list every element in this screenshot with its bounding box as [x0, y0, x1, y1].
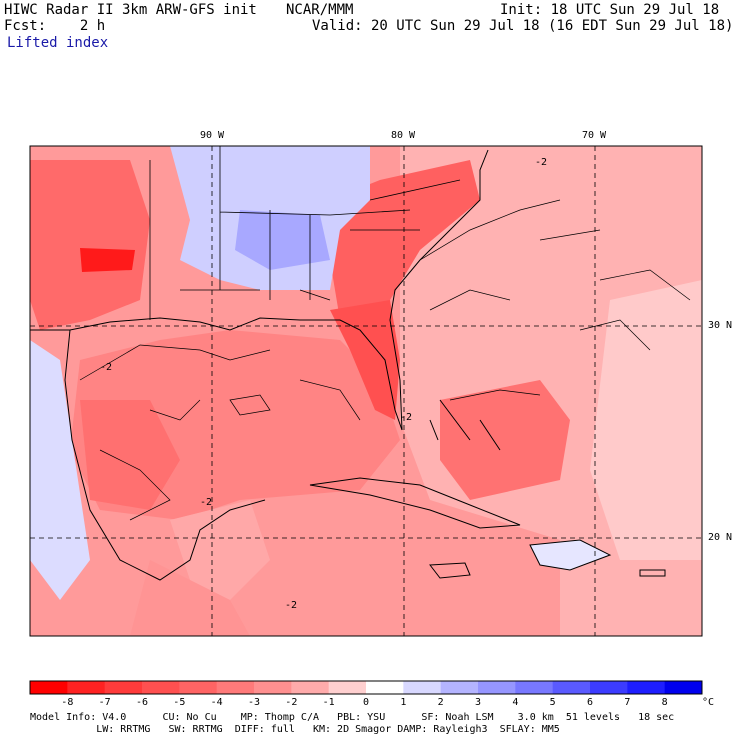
colorbar-swatch — [403, 681, 442, 694]
colorbar-swatch — [590, 681, 628, 694]
stable-core — [235, 210, 330, 270]
contour-line — [79, 344, 361, 521]
florida — [330, 300, 400, 420]
contour-label: -2 — [535, 157, 547, 168]
contour-label: -2 — [400, 412, 412, 423]
colorbar — [30, 681, 703, 694]
colorbar-border — [29, 680, 703, 695]
colorbar-swatch — [142, 681, 180, 694]
colorbar-swatch — [216, 681, 255, 694]
model-info-line1: Model Info: V4.0 CU: No Cu MP: Thomp C/A… — [30, 712, 675, 723]
model-info-line2: LW: RRTMG SW: RRTMG DIFF: full KM: 2D Sm… — [30, 724, 560, 735]
model-title: HIWC Radar II 3km ARW-GFS init — [4, 2, 257, 18]
far-east-light — [590, 280, 702, 560]
colorbar-swatch — [366, 681, 404, 694]
colorbar-tick-label: 5 — [549, 697, 556, 708]
colorbar-swatch — [67, 681, 106, 694]
init-time: Init: 18 UTC Sun 29 Jul 18 — [500, 2, 720, 18]
colorbar-swatch — [440, 681, 479, 694]
colorbar-tick-label: 4 — [512, 697, 519, 708]
hispaniola — [529, 539, 612, 571]
colorbar-swatch — [254, 681, 292, 694]
grid-lon — [211, 146, 596, 636]
jamaica — [429, 562, 471, 579]
forecast-hour: Fcst: 2 h — [4, 18, 106, 34]
colorbar-swatch — [104, 681, 143, 694]
colorbar-swatch — [552, 681, 591, 694]
colorbar-unit: °C — [701, 697, 715, 708]
lon-label-90w: 90 W — [200, 130, 225, 141]
lon-label-80w: 80 W — [391, 130, 416, 141]
contour-label: -2 — [200, 497, 212, 508]
central-america — [130, 560, 250, 636]
valid-time: Valid: 20 UTC Sun 29 Jul 18 (16 EDT Sun … — [312, 18, 734, 34]
contour-line — [419, 199, 691, 401]
mexico-coast — [64, 329, 266, 581]
colorbar-tick-label: 2 — [437, 697, 444, 708]
caribbean-dark — [440, 380, 570, 500]
colorbar-tick-label: -7 — [98, 697, 111, 708]
colorbar-tick-label: -1 — [322, 697, 335, 708]
grid-lat — [30, 325, 702, 539]
colorbar-tick-label: 3 — [474, 697, 482, 708]
gulf-coast — [30, 317, 403, 431]
institution: NCAR/MMM — [286, 2, 354, 18]
colorbar-swatch — [478, 681, 516, 694]
state-borders — [149, 146, 461, 320]
colorbar-tick-label: -5 — [173, 697, 186, 708]
lat-label-20n: 20 N — [708, 532, 733, 543]
colorbar-swatch — [30, 681, 68, 694]
colorbar-tick-label: -4 — [210, 697, 223, 708]
cuba — [309, 477, 521, 529]
bahamas — [429, 399, 501, 451]
contour-label: -2 — [100, 362, 112, 373]
mexico-stable — [30, 340, 90, 600]
colorbar-tick-label: 0 — [362, 697, 370, 708]
atlantic-coast — [389, 149, 489, 431]
colorbar-tick-label: 8 — [661, 697, 668, 708]
colorbar-swatch — [664, 681, 703, 694]
contour-label: -2 — [285, 600, 297, 611]
colorbar-tick-label: -8 — [61, 697, 74, 708]
colorbar-tick-label: -6 — [135, 697, 149, 708]
colorbar-tick-label: 6 — [586, 697, 594, 708]
western-gulf-dark — [80, 400, 180, 510]
map-border — [29, 145, 703, 637]
colorbar-swatch — [328, 681, 367, 694]
puerto-rico — [639, 569, 666, 577]
lat-label-30n: 30 N — [708, 320, 733, 331]
field-name: Lifted index — [7, 35, 109, 51]
lousiana-max — [80, 248, 135, 272]
colorbar-swatch — [515, 681, 554, 694]
yucatan-light — [170, 500, 270, 600]
colorbar-tick-label: -3 — [247, 697, 261, 708]
colorbar-tick-label: 7 — [624, 697, 631, 708]
colorbar-tick-label: -2 — [285, 697, 298, 708]
colorbar-swatch — [627, 681, 666, 694]
colorbar-swatch — [179, 681, 218, 694]
colorbar-swatch — [291, 681, 330, 694]
lon-label-70w: 70 W — [582, 130, 607, 141]
land-unstable — [30, 160, 150, 330]
colorbar-tick-label: 1 — [400, 697, 407, 708]
